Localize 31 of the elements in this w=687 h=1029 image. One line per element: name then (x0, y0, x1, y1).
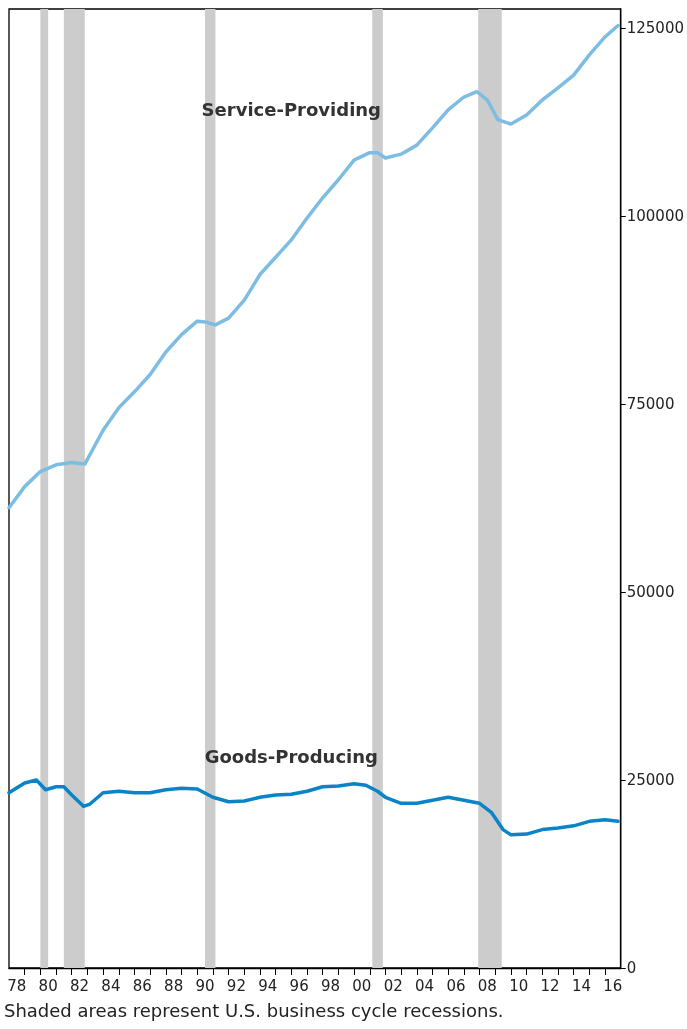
series-label: Goods-Producing (204, 745, 378, 767)
x-tick-label: 02 (383, 976, 403, 995)
x-tick-label: 92 (226, 976, 246, 995)
x-tick-label: 78 (7, 976, 27, 995)
y-tick-label: 75000 (626, 394, 675, 413)
x-tick-label: 80 (38, 976, 58, 995)
x-tick-label: 82 (69, 976, 90, 995)
x-tick-label: 06 (446, 976, 466, 995)
series-label: Service-Providing (201, 99, 382, 121)
text: Shaded areas represent U.S. business cycle recessions. (4, 1000, 505, 1021)
x-tick-label: 96 (289, 976, 309, 995)
x-tick-label: 00 (352, 976, 372, 995)
x-tick-label: 04 (415, 976, 435, 995)
line-series (7, 778, 620, 837)
x-tick-label: 08 (477, 976, 497, 995)
line-series (7, 23, 620, 510)
x-tick-label: 88 (164, 976, 184, 995)
y-tick-label: 125000 (626, 18, 684, 37)
x-tick-label: 98 (320, 976, 341, 995)
x-tick-label: 10 (509, 976, 529, 995)
x-tick-label: 90 (195, 976, 215, 995)
x-tick-label: 94 (258, 976, 278, 995)
y-tick-label: 100000 (626, 206, 684, 225)
y-tick-label: 0 (626, 959, 637, 977)
x-tick-label: 14 (571, 976, 591, 995)
x-tick-label: 84 (101, 976, 121, 995)
x-tick-label: 86 (132, 976, 152, 995)
y-tick-label: 50000 (626, 582, 675, 601)
x-tick-label: 12 (540, 976, 560, 995)
y-tick-label: 25000 (626, 770, 675, 789)
x-tick-label: 16 (603, 976, 623, 995)
